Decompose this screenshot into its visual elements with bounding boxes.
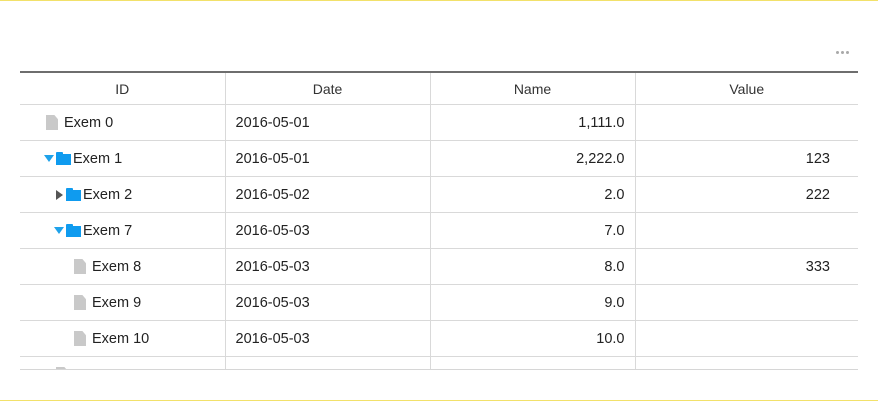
tree-node: Exem 0 [30, 105, 215, 140]
frame-top-border [0, 0, 878, 1]
cell-date: 2016-05-02 [225, 176, 431, 213]
column-header-name[interactable]: Name [430, 73, 636, 105]
tree-grid[interactable]: ID Date Name Value Exem 0 2016-05-01 1,111… [20, 71, 858, 370]
cell-name: 8.0 [430, 248, 636, 285]
column-header-value[interactable]: Value [635, 73, 858, 105]
cell-id: Exem 2 [20, 176, 226, 213]
collapse-toggle[interactable] [54, 226, 64, 236]
collapse-toggle[interactable] [44, 154, 54, 164]
node-label: Exem 11 [74, 367, 130, 370]
cell-date: 2016-05-03 [225, 284, 431, 321]
file-icon [56, 367, 68, 369]
expand-toggle[interactable] [54, 189, 64, 200]
cell-date: 2016-05-01 [225, 140, 431, 177]
node-label: Exem 7 [83, 222, 133, 239]
column-header-id[interactable]: ID [20, 73, 226, 105]
folder-icon [66, 224, 81, 237]
cell-id: Exem 7 [20, 212, 226, 249]
node-label: Exem 0 [64, 114, 114, 131]
cell-value [635, 104, 858, 141]
cell-date: 2016-05-04 [225, 356, 431, 369]
table-row[interactable]: Exem 7 2016-05-03 7.0 [20, 212, 858, 249]
file-icon [74, 331, 86, 346]
frame-bottom-border [0, 400, 878, 401]
cell-value [635, 356, 858, 369]
tree-node: Exem 9 [30, 285, 215, 320]
cell-name: 10.0 [430, 320, 636, 357]
table-row[interactable]: Exem 0 2016-05-01 1,111.0 [20, 104, 858, 141]
cell-id: Exem 8 [20, 248, 226, 285]
more-horizontal-icon [835, 50, 839, 54]
tree-node: Exem 7 [30, 213, 215, 248]
more-dot [840, 50, 844, 54]
cell-value: 222 [635, 176, 858, 213]
table-body: Exem 0 2016-05-01 1,111.0 Exem 1 2016-05-01 2… [20, 104, 858, 370]
table-row[interactable]: Exem 10 2016-05-03 10.0 [20, 320, 858, 357]
table-row[interactable]: Exem 9 2016-05-03 9.0 [20, 284, 858, 321]
cell-value: 123 [635, 140, 858, 177]
node-label: Exem 9 [92, 294, 142, 311]
folder-icon [66, 188, 81, 201]
cell-date: 2016-05-03 [225, 212, 431, 249]
cell-value [635, 320, 858, 357]
node-label: Exem 1 [73, 150, 123, 167]
tree-table: ID Date Name Value Exem 0 2016-05-01 1,111… [20, 73, 858, 370]
caret-right-icon [55, 189, 63, 200]
cell-name: 1,111.0 [430, 104, 636, 141]
cell-id: Exem 0 [20, 104, 226, 141]
header-row: ID Date Name Value [20, 73, 858, 105]
cell-value [635, 212, 858, 249]
cell-value [635, 284, 858, 321]
cell-date: 2016-05-03 [225, 248, 431, 285]
table-row[interactable]: Exem 1 2016-05-01 2,222.0 123 [20, 140, 858, 177]
file-icon [46, 115, 58, 130]
cell-name: 7.0 [430, 212, 636, 249]
caret-down-icon [54, 227, 64, 234]
tree-node: Exem 11 [30, 357, 215, 370]
file-icon [74, 295, 86, 310]
cell-value: 333 [635, 248, 858, 285]
cell-name: 9.0 [430, 284, 636, 321]
cell-id: Exem 11 [20, 356, 226, 370]
file-icon [74, 259, 86, 274]
cell-id: Exem 10 [20, 320, 226, 357]
tree-node: Exem 10 [30, 321, 215, 356]
node-label: Exem 10 [92, 330, 150, 347]
node-label: Exem 8 [92, 258, 142, 275]
cell-date: 2016-05-03 [225, 320, 431, 357]
cell-name: 2,222.0 [430, 140, 636, 177]
caret-down-icon [44, 155, 54, 162]
folder-icon [56, 152, 71, 165]
cell-name: 2.0 [430, 176, 636, 213]
table-row[interactable]: Exem 2 2016-05-02 2.0 222 [20, 176, 858, 213]
table-row[interactable]: Exem 8 2016-05-03 8.0 333 [20, 248, 858, 285]
tree-node: Exem 8 [30, 249, 215, 284]
node-label: Exem 2 [83, 186, 133, 203]
table-row[interactable]: Exem 11 2016-05-0411.0 [20, 356, 858, 370]
cell-id: Exem 1 [20, 140, 226, 177]
cell-date: 2016-05-01 [225, 104, 431, 141]
tree-node: Exem 1 [30, 141, 215, 176]
cell-id: Exem 9 [20, 284, 226, 321]
tree-node: Exem 2 [30, 177, 215, 212]
more-dot [845, 50, 849, 54]
column-header-date[interactable]: Date [225, 73, 431, 105]
more-options-button[interactable] [832, 44, 852, 60]
cell-name: 11.0 [430, 356, 636, 369]
